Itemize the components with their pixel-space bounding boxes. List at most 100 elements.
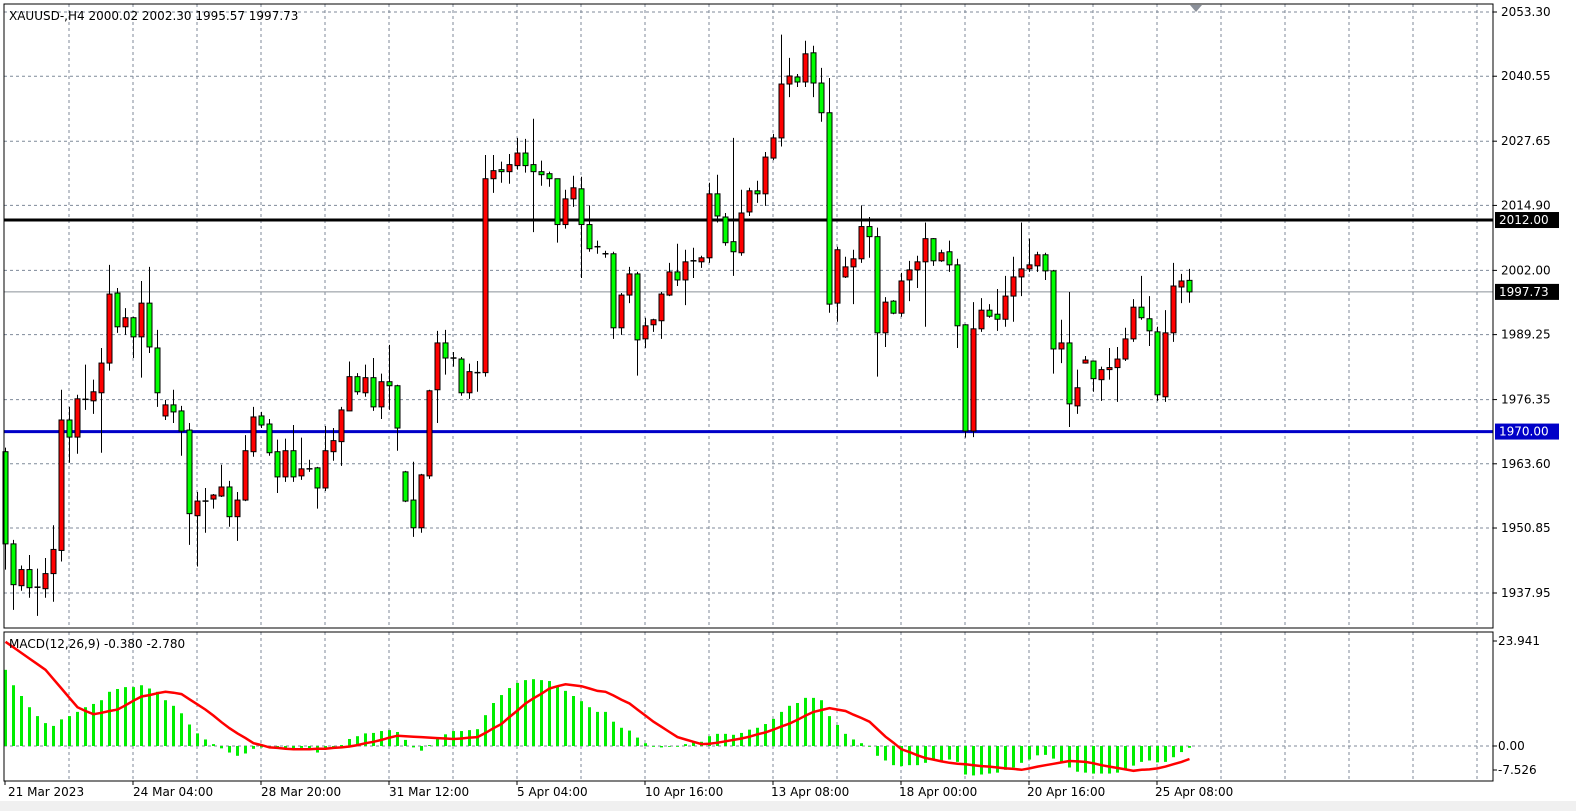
candle-bear [754,190,761,195]
macd-histogram-bar [604,711,607,746]
time-tick-label: 13 Apr 08:00 [771,785,849,799]
macd-histogram-bar [100,700,103,746]
macd-histogram-bar [980,746,983,775]
time-axis[interactable]: 21 Mar 2023 24 Mar 04:00 28 Mar 20:00 31 Ma… [4,781,1233,799]
candle-bear [954,264,961,327]
candle-bear [178,410,185,432]
candle-bear [498,169,505,173]
macd-histogram-bar [988,746,991,774]
candle-bear [730,241,737,253]
macd-histogram-bar [756,727,759,746]
macd-histogram-bar [1132,746,1135,766]
candle-bull [1098,369,1105,381]
macd-histogram-bar [196,733,199,746]
price-tick-label: 1976.35 [1501,393,1551,407]
macd-histogram-bar [660,746,663,748]
macd-histogram-bar [188,724,191,746]
macd-histogram-bar [356,736,359,746]
macd-histogram-bar [252,746,255,749]
macd-histogram-bar [260,746,263,748]
macd-histogram-bar [868,746,871,747]
macd-histogram-bar [164,700,167,746]
candle-bull [106,293,113,364]
candle-bull [466,371,473,394]
macd-histogram-bar [564,690,567,746]
macd-histogram-bar [636,737,639,746]
macd-histogram-bar [236,746,239,756]
candle-bear [1042,254,1049,272]
candle-bear [226,486,233,518]
macd-histogram-bar [540,680,543,746]
candle-bull [162,404,169,417]
candle-bull [698,257,705,263]
macd-histogram-bar [396,731,399,746]
macd-histogram-bar [324,746,327,749]
candle-bull [738,212,745,254]
macd-histogram-bar [676,746,679,747]
candle-bull [50,548,57,575]
macd-histogram-bar [668,746,671,747]
time-tick-label: 31 Mar 12:00 [389,785,469,799]
macd-histogram-bar [1148,746,1151,761]
macd-histogram-bar [212,744,215,746]
macd-histogram-bar [532,679,535,746]
macd-histogram-bar [300,746,303,748]
macd-histogram-bar [940,746,943,761]
candle-bear [258,415,265,426]
candle-bear [930,238,937,262]
candle-bull [250,416,257,453]
candle-bull [778,83,785,139]
candle-bull [978,309,985,330]
candle-bull [506,164,513,173]
candle-bear [546,173,553,180]
candle-bull [1010,276,1017,297]
candle-bull [914,261,921,271]
candle-bull [650,319,657,326]
time-tick-label: 25 Apr 08:00 [1155,785,1233,799]
candle-bull [1162,332,1169,398]
candle-bear [874,236,881,334]
candle-bull [682,261,689,281]
candle-bear [1146,318,1153,332]
candle-bull [322,450,329,489]
candle-bear [538,171,545,176]
candle-bull [434,342,441,391]
level-price-badge [1495,423,1559,440]
candle-bull [514,152,521,167]
candle-bull [418,474,425,529]
macd-frame [3,631,1494,782]
macd-histogram-bar [828,716,831,746]
macd-histogram-bar [348,738,351,746]
macd-histogram-bar [724,733,727,746]
macd-histogram-bar [708,736,711,746]
candle-bear [530,164,537,173]
chart-shift-marker-icon[interactable] [1190,5,1202,12]
candle-bull [706,193,713,259]
candle-bull [666,271,673,296]
candle-bear [578,188,585,226]
candle-bull [842,266,849,278]
macd-histogram-bar [1124,746,1127,770]
status-strip [0,801,1576,811]
candle-bear [170,404,177,413]
macd-histogram-bar [572,696,575,746]
candle-bull [482,178,489,374]
candle-bull [282,450,289,478]
candle-bull [1082,359,1089,364]
candle-bear [674,271,681,281]
macd-histogram-bar [124,687,127,746]
macd-histogram-bar [228,746,231,753]
macd-histogram-bar [860,743,863,746]
candle-bull [746,190,753,213]
candle-bear [1050,270,1057,350]
macd-histogram-bar [908,746,911,766]
candle-bear [402,471,409,502]
macd-histogram-bar [1028,746,1031,760]
candle-bull [1122,338,1129,360]
macd-histogram-bar [516,682,519,746]
price-axis[interactable]: 2053.30 2040.55 2027.65 2014.90 2002.00 1989.… [1493,5,1559,777]
macd-histogram-bar [924,746,927,763]
macd-histogram-bar [156,691,159,746]
